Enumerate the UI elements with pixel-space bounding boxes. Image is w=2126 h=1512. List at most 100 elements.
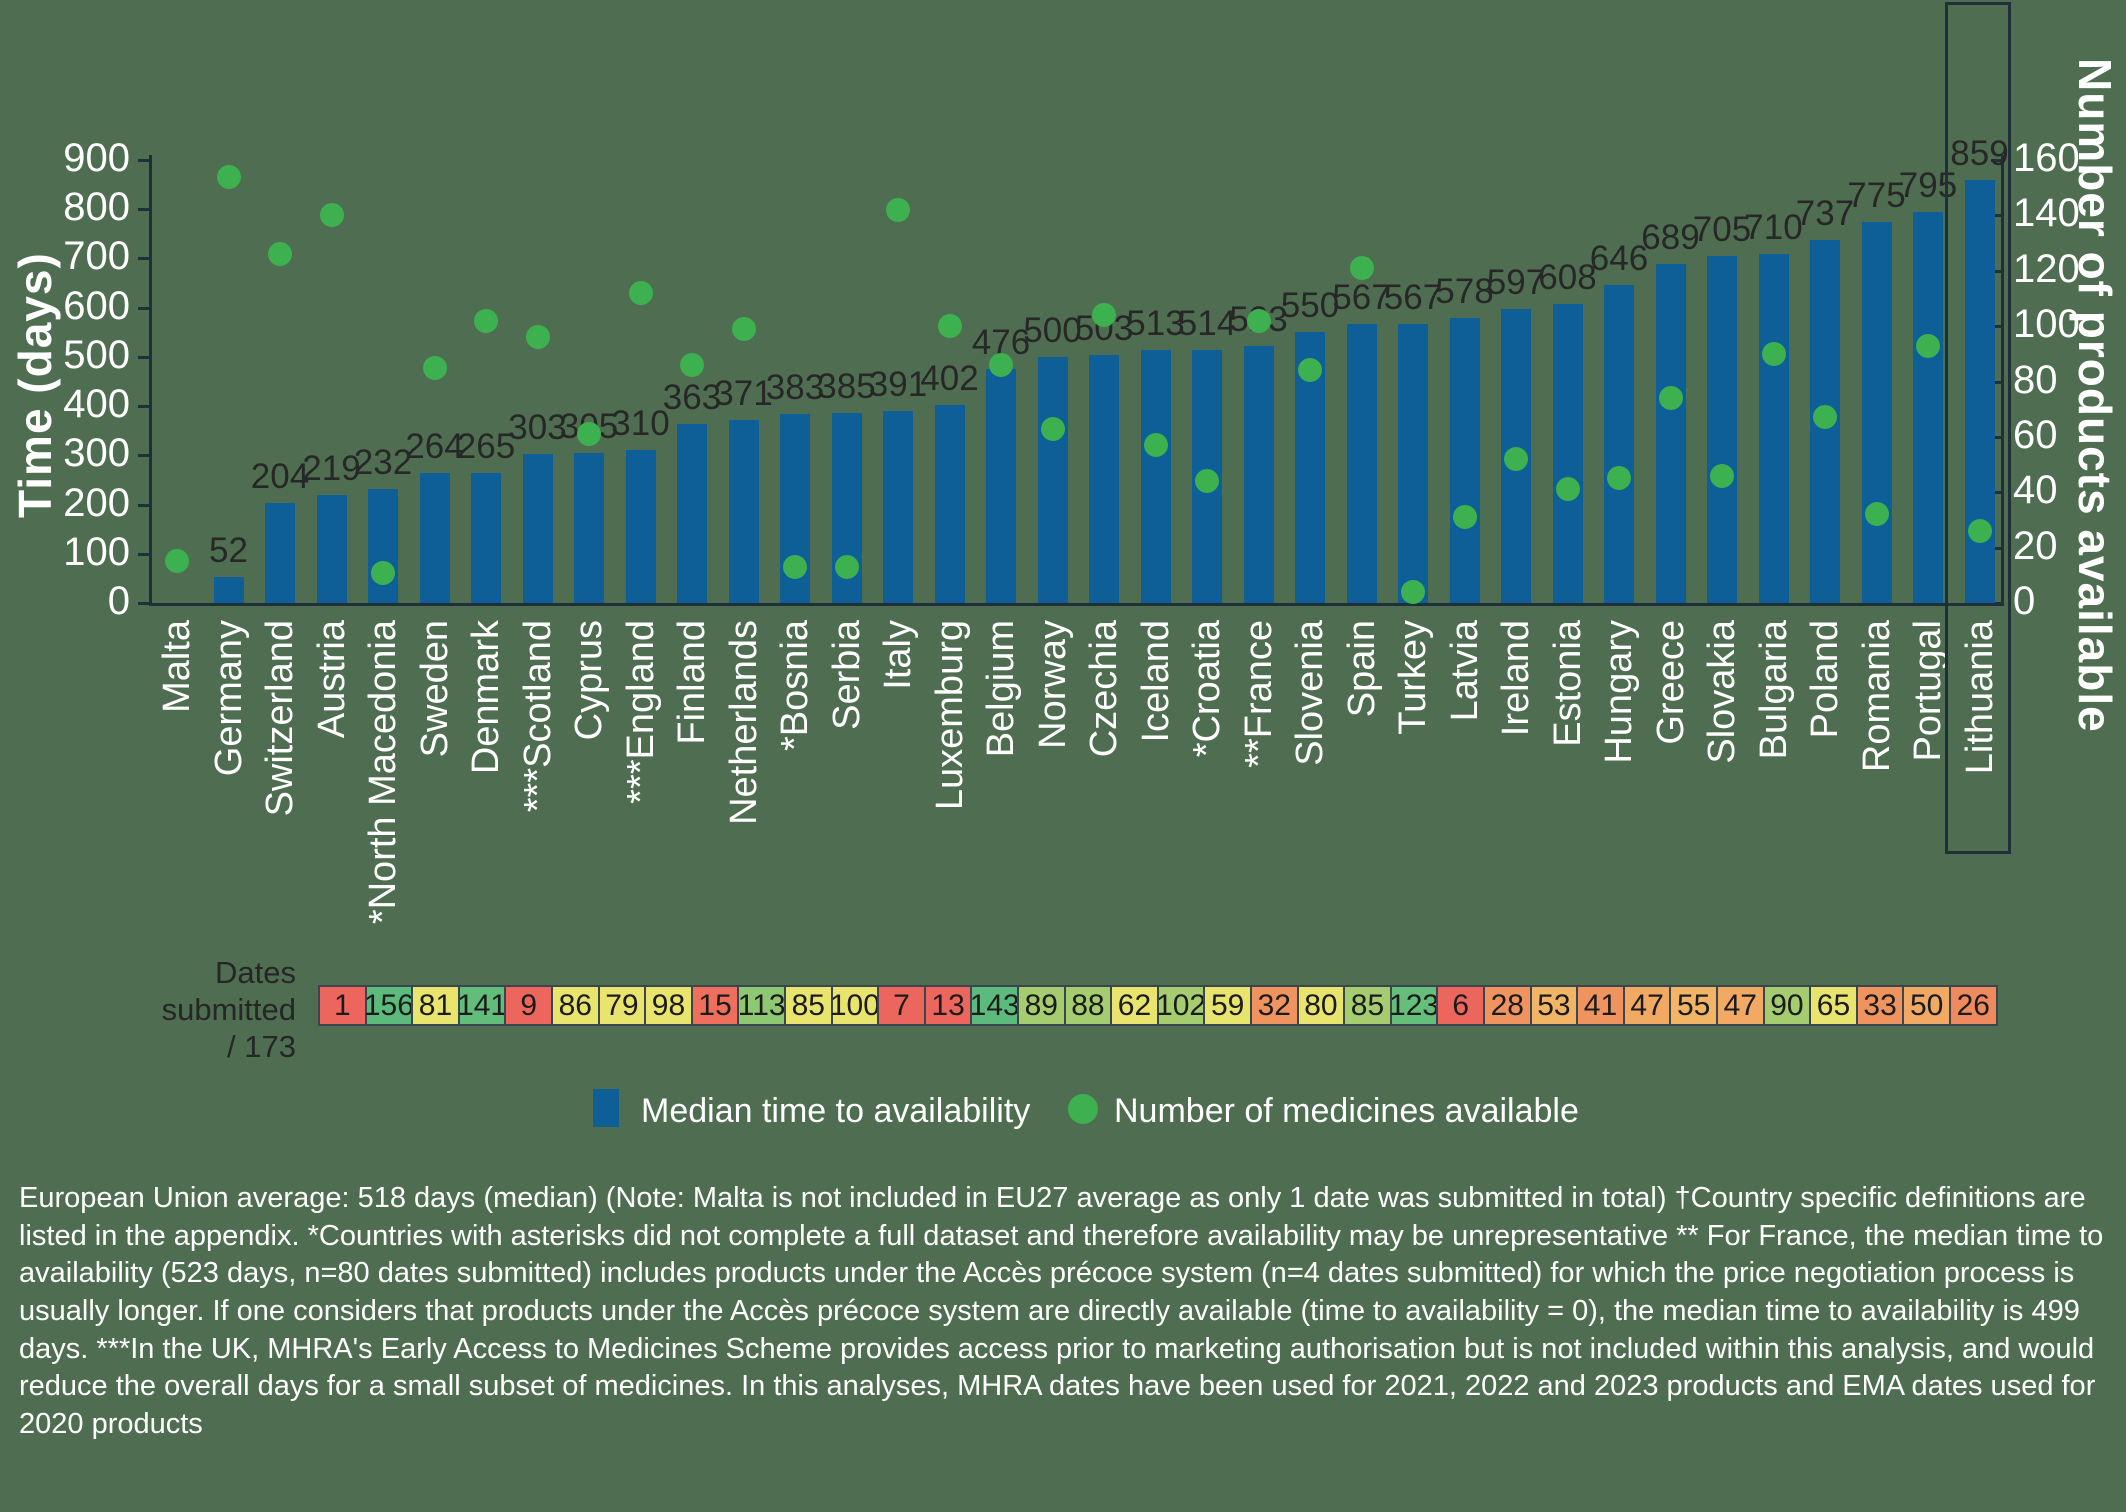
x-axis-label: Romania	[1855, 620, 1898, 773]
bar-value-label: 363	[662, 378, 722, 418]
bar-value-label: 219	[302, 449, 361, 489]
bar	[213, 577, 244, 603]
bar-value-label: 689	[1641, 217, 1700, 257]
dates-cell: 113	[737, 985, 786, 1026]
x-axis-label: Serbia	[825, 620, 868, 730]
bar	[934, 405, 965, 603]
x-axis-baseline	[149, 603, 2004, 606]
y-tick-label: 800	[63, 185, 130, 230]
bar-value-label: 710	[1744, 207, 1803, 247]
medicines-dot	[783, 555, 807, 579]
right-tick-label: 60	[2013, 412, 2058, 457]
medicines-dot	[1040, 416, 1065, 441]
right-axis-tick	[1991, 325, 2003, 329]
bar	[574, 452, 604, 603]
dates-cell: 85	[1343, 985, 1392, 1026]
y-axis-tick	[138, 454, 150, 458]
right-axis-tick	[1991, 435, 2003, 439]
x-axis-label: Denmark	[465, 620, 507, 775]
bar-value-label: 608	[1538, 257, 1597, 297]
bar-value-label: 402	[920, 359, 979, 399]
dates-cell: 81	[411, 985, 460, 1026]
dates-cell: 41	[1576, 985, 1625, 1026]
right-axis-tick	[1991, 546, 2003, 550]
right-axis-tick	[1991, 214, 2003, 218]
x-axis-label: Cyprus	[568, 620, 610, 741]
bar-value-label: 550	[1280, 286, 1340, 326]
x-axis-label: Finland	[671, 620, 713, 745]
bar-value-label: 514	[1177, 303, 1237, 343]
y-axis-tick	[138, 503, 150, 507]
dates-cell: 141	[457, 985, 507, 1026]
bar	[1655, 263, 1686, 603]
bar-value-label: 303	[508, 407, 567, 447]
medicines-dot	[1967, 519, 1992, 543]
bar	[368, 488, 398, 603]
dates-cell: 65	[1809, 985, 1858, 1026]
dates-cell: 28	[1483, 985, 1532, 1026]
bar	[625, 450, 656, 603]
bar-value-label: 265	[456, 426, 516, 466]
x-axis-label: Switzerland	[259, 620, 301, 817]
bar-value-label: 371	[714, 374, 773, 414]
x-axis-label: Hungary	[1598, 620, 1640, 764]
bar	[883, 410, 913, 603]
y-tick-label: 900	[63, 136, 130, 180]
footnote-text: European Union average: 518 days (median…	[19, 1182, 2104, 1441]
medicines-dot	[1916, 333, 1940, 358]
medicines-dot	[680, 352, 704, 377]
x-axis-label: Norway	[1031, 620, 1074, 749]
medicines-dot	[1195, 469, 1219, 494]
x-axis-label: *Bosnia	[774, 620, 816, 751]
x-axis-label: Slovakia	[1701, 620, 1743, 764]
y-tick-label: 200	[63, 480, 130, 525]
x-axis-label: Netherlands	[722, 620, 765, 825]
medicines-dot	[628, 280, 653, 305]
bar	[471, 472, 501, 603]
x-axis-label: Luxemburg	[928, 620, 971, 811]
dates-cell: 59	[1203, 985, 1252, 1026]
dates-cell: 156	[364, 985, 414, 1026]
bar	[1861, 221, 1892, 603]
medicines-dot	[1143, 433, 1168, 458]
dates-cell: 85	[784, 985, 833, 1026]
bar-value-label: 859	[1950, 134, 2009, 174]
right-axis-tick	[1991, 159, 2003, 162]
x-axis-label: Austria	[310, 620, 353, 739]
y-tick-label: 300	[63, 431, 130, 476]
dates-cell: 55	[1669, 985, 1718, 1026]
bar-value-label: 567	[1383, 277, 1443, 317]
bar	[1552, 303, 1583, 603]
dates-cell: 32	[1250, 985, 1299, 1026]
bar	[1140, 350, 1171, 603]
bar	[1089, 355, 1119, 603]
medicines-dot	[1504, 447, 1528, 472]
dates-submitted-label: Dates submitted / 173	[161, 955, 296, 1065]
medicines-dot	[1092, 303, 1116, 328]
bar-value-label: 391	[868, 364, 928, 404]
bar-value-label: 383	[765, 368, 825, 408]
dates-cell: 79	[597, 985, 647, 1026]
y-axis-tick	[138, 405, 150, 409]
x-axis-label: Bulgaria	[1752, 620, 1795, 760]
x-axis-label: Estonia	[1546, 620, 1589, 747]
dates-cell: 1	[318, 985, 367, 1026]
bar	[1604, 285, 1634, 603]
dates-cell: 88	[1063, 985, 1113, 1026]
y-axis-tick	[138, 306, 150, 310]
medicines-dot	[165, 549, 189, 574]
y-tick-label: 700	[63, 234, 130, 279]
y-axis-tick	[138, 552, 150, 556]
legend-dot-swatch	[1068, 1094, 1098, 1124]
bar	[986, 368, 1016, 603]
medicines-dot	[1813, 405, 1837, 430]
dates-cell: 102	[1156, 985, 1206, 1026]
bar-value-label: 737	[1795, 194, 1855, 234]
bar-value-label: 500	[1023, 310, 1082, 350]
y-axis-left	[149, 155, 152, 606]
medicines-dot	[1607, 466, 1631, 491]
lithuania-highlight-box	[1944, 2, 2011, 854]
right-axis-tick	[1991, 380, 2003, 384]
medicines-dot	[577, 422, 601, 447]
